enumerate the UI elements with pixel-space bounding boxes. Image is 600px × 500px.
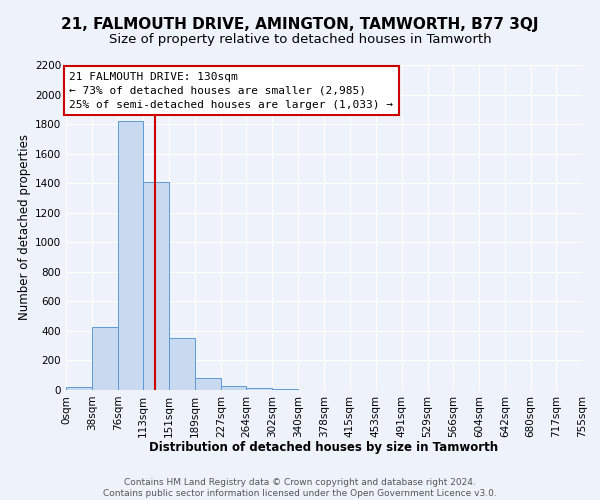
Y-axis label: Number of detached properties: Number of detached properties: [18, 134, 31, 320]
Bar: [247, 388, 272, 390]
Text: Size of property relative to detached houses in Tamworth: Size of property relative to detached ho…: [109, 32, 491, 46]
X-axis label: Distribution of detached houses by size in Tamworth: Distribution of detached houses by size …: [149, 441, 499, 454]
Text: 21, FALMOUTH DRIVE, AMINGTON, TAMWORTH, B77 3QJ: 21, FALMOUTH DRIVE, AMINGTON, TAMWORTH, …: [61, 18, 539, 32]
Bar: [143, 182, 169, 390]
Bar: [221, 386, 247, 390]
Bar: [118, 121, 143, 390]
Text: Contains HM Land Registry data © Crown copyright and database right 2024.
Contai: Contains HM Land Registry data © Crown c…: [103, 478, 497, 498]
Text: 21 FALMOUTH DRIVE: 130sqm
← 73% of detached houses are smaller (2,985)
25% of se: 21 FALMOUTH DRIVE: 130sqm ← 73% of detac…: [70, 72, 394, 110]
Bar: [92, 327, 118, 390]
Bar: [66, 387, 92, 390]
Bar: [169, 338, 195, 390]
Bar: [272, 389, 298, 390]
Bar: [195, 378, 221, 390]
